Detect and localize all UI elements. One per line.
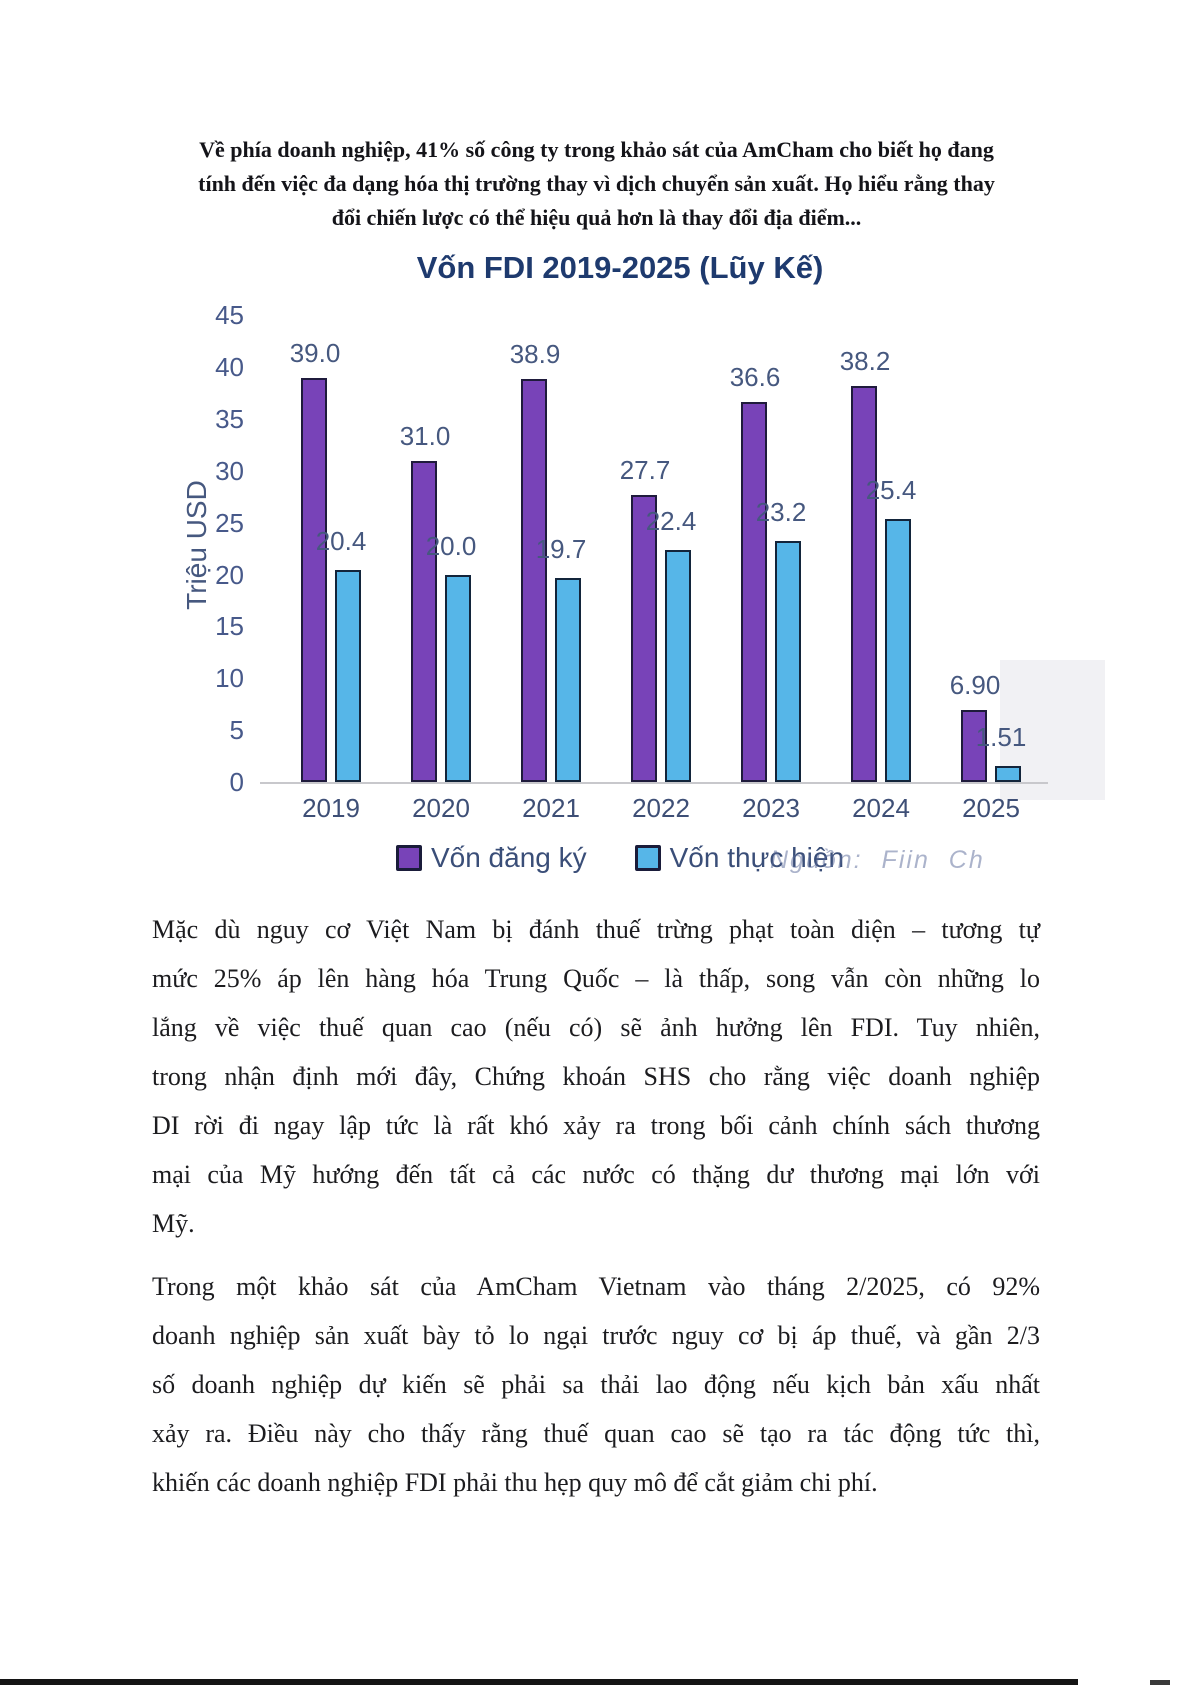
chart-legend: Vốn đăng ký Vốn thực hiện bbox=[230, 842, 1010, 874]
bar-registered-2025 bbox=[961, 710, 987, 782]
text-line: Trong một khảo sát của AmCham Vietnam và… bbox=[152, 1272, 1040, 1301]
y-tick-label: 45 bbox=[215, 300, 244, 331]
x-tick-label: 2022 bbox=[632, 793, 690, 823]
bar-registered-2023 bbox=[741, 402, 767, 782]
legend-label-implemented: Vốn thực hiện bbox=[669, 842, 845, 873]
text-line: khiến các doanh nghiệp FDI phải thu hẹp … bbox=[152, 1468, 878, 1497]
y-tick-label: 40 bbox=[215, 352, 244, 383]
body-paragraph-2: Trong một khảo sát của AmCham Vietnam và… bbox=[152, 1262, 1040, 1507]
bar-registered-2022 bbox=[631, 494, 657, 782]
bar-implemented-2023 bbox=[775, 541, 801, 782]
text-line: mức 25% áp lên hàng hóa Trung Quốc – là … bbox=[152, 964, 1040, 993]
bar-value-label-implemented: 19.7 bbox=[535, 533, 587, 564]
bar-value-label-registered: 31.0 bbox=[399, 420, 451, 451]
legend-label-registered: Vốn đăng ký bbox=[430, 842, 587, 873]
bar-value-label-implemented: 20.0 bbox=[425, 530, 477, 561]
bar-value-label-registered: 27.7 bbox=[619, 454, 671, 485]
bar-value-label-registered: 39.0 bbox=[289, 337, 341, 368]
bar-registered-2019 bbox=[301, 377, 327, 782]
bar-implemented-2022 bbox=[665, 549, 691, 782]
bar-registered-2024 bbox=[851, 385, 877, 782]
bar-value-label-registered: 38.9 bbox=[509, 338, 561, 369]
bottom-border-line bbox=[0, 1679, 1078, 1685]
chart-title: Vốn FDI 2019-2025 (Lũy Kế) bbox=[416, 250, 824, 285]
bar-implemented-2020 bbox=[445, 574, 471, 782]
x-tick-label: 2020 bbox=[412, 793, 470, 823]
bar-implemented-2019 bbox=[335, 570, 361, 782]
text-line: xảy ra. Điều này cho thấy rằng thuế quan… bbox=[152, 1419, 1040, 1448]
bar-value-label-registered: 36.6 bbox=[729, 362, 781, 393]
y-tick-label: 20 bbox=[215, 559, 244, 590]
y-tick-label: 5 bbox=[229, 715, 244, 746]
text-line: DI rời đi ngay lập tức là rất khó xảy ra… bbox=[152, 1111, 1040, 1140]
text-line: lắng về việc thuế quan cao (nếu có) sẽ ả… bbox=[152, 1013, 1040, 1042]
x-tick-label: 2021 bbox=[522, 793, 580, 823]
bar-value-label-implemented: 25.4 bbox=[865, 474, 917, 505]
x-tick-label: 2024 bbox=[852, 793, 910, 823]
legend-item-implemented: Vốn thực hiện bbox=[634, 842, 845, 874]
bar-value-label-implemented: 1.51 bbox=[975, 722, 1027, 753]
text-line: Mỹ. bbox=[152, 1209, 195, 1238]
implemented-capital-swatch-icon bbox=[634, 845, 661, 871]
y-axis-title: Triệu USD bbox=[181, 480, 212, 610]
source-note: Nguồn: Fiin Ch bbox=[770, 846, 985, 874]
text-line: Về phía doanh nghiệp, 41% số công ty tro… bbox=[199, 137, 994, 162]
bar-registered-2020 bbox=[411, 460, 437, 782]
text-line: đổi chiến lược có thể hiệu quả hơn là th… bbox=[331, 205, 862, 230]
bar-value-label-implemented: 22.4 bbox=[645, 505, 697, 536]
bar-value-label-registered: 38.2 bbox=[839, 345, 891, 376]
text-line: số doanh nghiệp dự kiến sẽ phải sa thải … bbox=[152, 1370, 1040, 1399]
text-line: mại của Mỹ hướng đến tất cả các nước có … bbox=[152, 1160, 1040, 1189]
bar-implemented-2021 bbox=[555, 577, 581, 782]
bottom-border-dash bbox=[1150, 1680, 1170, 1685]
x-tick-label: 2019 bbox=[302, 793, 360, 823]
x-tick-label: 2025 bbox=[962, 793, 1020, 823]
intro-paragraph: Về phía doanh nghiệp, 41% số công ty tro… bbox=[130, 133, 1063, 235]
y-tick-label: 0 bbox=[229, 767, 244, 797]
y-tick-label: 35 bbox=[215, 404, 244, 435]
bar-implemented-2024 bbox=[885, 518, 911, 782]
bar-implemented-2025 bbox=[995, 766, 1021, 782]
bar-value-label-implemented: 20.4 bbox=[315, 526, 367, 557]
bar-registered-2021 bbox=[521, 378, 547, 782]
plot-right-artifact bbox=[1000, 660, 1105, 800]
y-tick-label: 30 bbox=[215, 455, 244, 486]
legend-item-registered: Vốn đăng ký bbox=[395, 842, 587, 874]
text-line: doanh nghiệp sản xuất bày tỏ lo ngại trư… bbox=[152, 1321, 1040, 1350]
y-tick-label: 25 bbox=[215, 507, 244, 538]
x-tick-label: 2023 bbox=[742, 793, 800, 823]
bar-value-label-registered: 6.90 bbox=[949, 670, 1001, 701]
body-paragraph-1: Mặc dù nguy cơ Việt Nam bị đánh thuế trừ… bbox=[152, 905, 1040, 1248]
y-tick-label: 15 bbox=[215, 611, 244, 642]
text-line: trong nhận định mới đây, Chứng khoán SHS… bbox=[152, 1062, 1040, 1091]
registered-capital-swatch-icon bbox=[395, 845, 422, 871]
text-line: Mặc dù nguy cơ Việt Nam bị đánh thuế trừ… bbox=[152, 915, 1040, 944]
text-line: tính đến việc đa dạng hóa thị trường tha… bbox=[198, 171, 995, 196]
bar-value-label-implemented: 23.2 bbox=[755, 497, 807, 528]
y-tick-label: 10 bbox=[215, 663, 244, 694]
x-axis-line bbox=[260, 782, 1048, 784]
